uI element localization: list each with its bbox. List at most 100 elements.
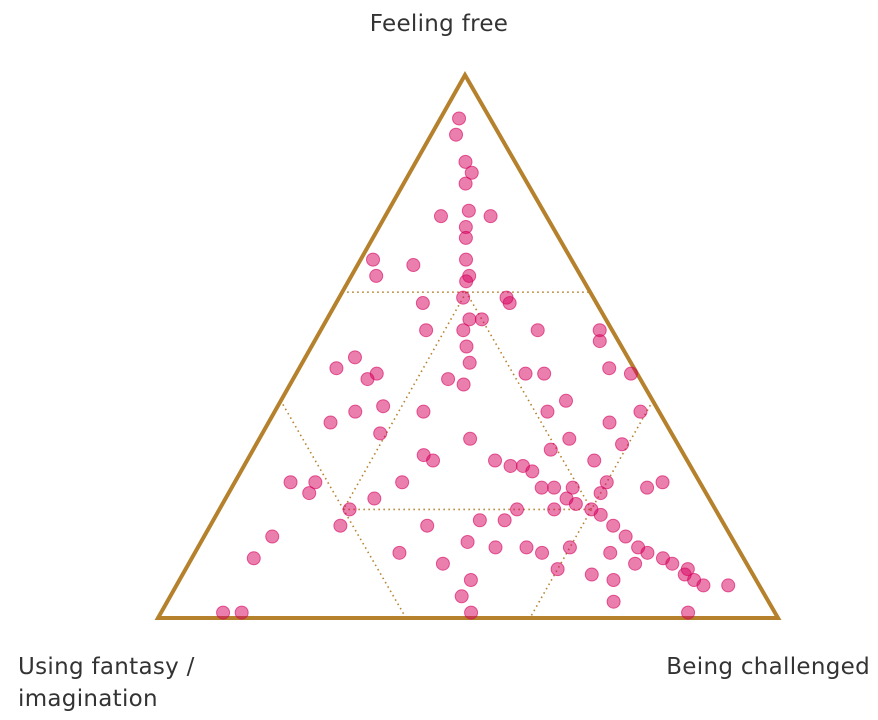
data-point	[603, 545, 618, 560]
data-point	[540, 404, 555, 419]
data-point	[633, 404, 648, 419]
data-point	[483, 209, 498, 224]
data-point	[606, 572, 621, 587]
data-point	[464, 165, 479, 180]
data-point	[696, 578, 711, 593]
data-point	[419, 323, 434, 338]
data-point	[265, 529, 280, 544]
data-point	[510, 502, 524, 517]
data-point	[606, 518, 621, 533]
data-point	[593, 507, 608, 522]
data-point	[559, 393, 573, 408]
data-point	[587, 453, 602, 468]
data-point	[342, 502, 357, 517]
data-point	[488, 540, 503, 555]
data-point	[623, 366, 638, 381]
data-point	[416, 404, 431, 419]
data-point	[415, 296, 430, 311]
data-point	[464, 605, 479, 620]
data-point	[602, 361, 617, 376]
data-point	[615, 437, 630, 452]
data-point	[420, 518, 435, 533]
data-point	[599, 475, 614, 490]
data-point	[525, 464, 540, 479]
data-point	[474, 312, 489, 327]
data-point	[547, 480, 562, 495]
data-point	[458, 176, 473, 191]
data-point	[562, 431, 577, 446]
data-point	[308, 475, 323, 490]
data-point	[347, 350, 362, 365]
data-point	[472, 513, 487, 528]
data-point	[503, 458, 518, 473]
data-point	[665, 556, 680, 571]
data-point	[584, 567, 599, 582]
data-point	[234, 605, 249, 620]
data-point	[463, 572, 478, 587]
data-point	[681, 605, 696, 620]
data-point	[640, 545, 655, 560]
data-point	[456, 323, 471, 338]
data-point	[392, 545, 407, 560]
data-point	[530, 323, 545, 338]
data-point	[406, 258, 421, 273]
data-point	[459, 339, 474, 354]
data-point	[518, 366, 533, 381]
data-point	[550, 562, 565, 577]
data-point	[543, 442, 558, 457]
data-point	[458, 154, 473, 169]
data-point	[395, 475, 410, 490]
data-point	[519, 540, 534, 555]
data-point	[534, 480, 549, 495]
data-point	[458, 230, 473, 245]
left-axis-label: Using fantasy / imagination	[18, 654, 195, 712]
data-point	[628, 556, 643, 571]
data-point	[462, 355, 477, 370]
data-point	[441, 372, 456, 387]
data-point	[216, 605, 231, 620]
data-point	[366, 252, 381, 267]
data-point	[426, 453, 441, 468]
data-point	[376, 399, 391, 414]
data-point	[435, 556, 450, 571]
data-point	[535, 545, 550, 560]
data-point	[592, 334, 607, 349]
data-point	[433, 209, 448, 224]
data-point	[463, 431, 478, 446]
data-point	[449, 127, 464, 142]
data-point	[367, 491, 382, 506]
data-point	[680, 562, 695, 577]
data-point	[602, 415, 617, 430]
data-point	[246, 551, 261, 566]
data-point	[721, 578, 736, 593]
data-point	[333, 518, 348, 533]
data-point	[373, 426, 388, 441]
data-point	[488, 453, 503, 468]
data-point	[456, 290, 471, 305]
data-point	[593, 486, 608, 501]
data-point	[369, 366, 384, 381]
data-point	[460, 534, 475, 549]
data-point	[348, 404, 363, 419]
data-point	[302, 486, 317, 501]
data-point	[462, 268, 477, 283]
data-point	[329, 361, 344, 376]
grid-line	[465, 291, 593, 510]
data-point	[497, 513, 512, 528]
data-point	[640, 480, 655, 495]
data-point	[452, 111, 467, 126]
data-point	[618, 529, 633, 544]
data-point	[537, 366, 552, 381]
data-point	[459, 252, 474, 267]
data-point	[568, 496, 583, 511]
data-point	[562, 540, 577, 555]
data-point	[283, 475, 298, 490]
data-point	[456, 377, 471, 392]
right-axis-label: Being challenged	[666, 654, 870, 680]
data-point	[547, 502, 562, 517]
data-point	[499, 290, 514, 305]
data-point	[655, 475, 670, 490]
data-point	[369, 268, 384, 283]
data-point	[454, 589, 469, 604]
